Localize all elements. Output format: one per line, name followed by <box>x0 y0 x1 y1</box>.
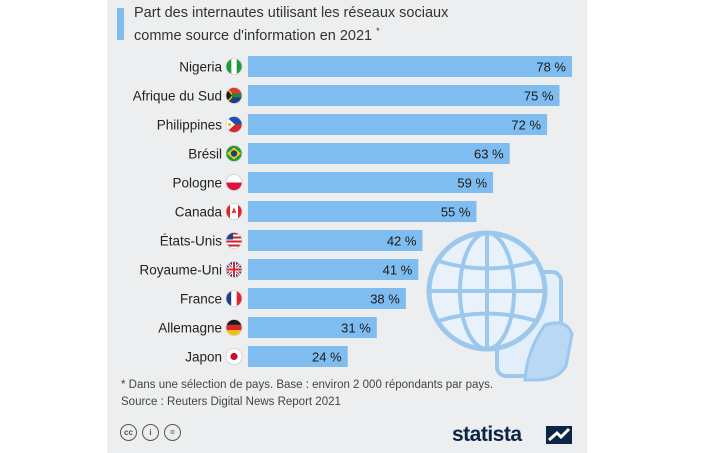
category-label: Allemagne <box>158 321 222 336</box>
creative-commons-icon[interactable]: cc <box>120 424 137 441</box>
bar-2 <box>248 114 548 135</box>
no-derivatives-icon[interactable]: = <box>164 424 181 441</box>
title-asterisk: * <box>376 26 380 36</box>
value-label: 78 % <box>536 60 566 75</box>
category-label: Japon <box>185 350 222 365</box>
value-label: 31 % <box>341 321 371 336</box>
flag-japan-icon <box>225 348 243 365</box>
value-label: 41 % <box>383 263 413 278</box>
bar-1 <box>248 85 560 106</box>
flag-brazil-icon <box>225 145 243 162</box>
footnote: * Dans une sélection de pays. Base : env… <box>121 377 493 411</box>
bar-4 <box>248 172 494 193</box>
value-label: 42 % <box>387 234 417 249</box>
flag-usa-icon <box>225 232 243 249</box>
bar-9 <box>248 317 377 338</box>
statista-logo-icon <box>546 426 572 444</box>
category-label: France <box>180 292 222 307</box>
globe-parallel-top <box>437 259 537 271</box>
value-label: 55 % <box>441 205 471 220</box>
statista-logo[interactable]: statista <box>452 423 522 446</box>
title-line-1: Part des internautes utilisant les résea… <box>134 5 449 21</box>
bar-8 <box>248 288 406 309</box>
category-label: Canada <box>175 205 223 220</box>
value-label: 24 % <box>312 350 342 365</box>
category-label: États-Unis <box>160 234 223 249</box>
attribution-icon[interactable]: i <box>142 424 159 441</box>
title-line-2-text: comme source d'information en 2021 <box>134 27 373 44</box>
category-label: Brésil <box>188 147 222 162</box>
hand-icon <box>523 321 574 382</box>
bars-group: 78 % Nigeria 75 % Afrique du Sud 72 % Philipp… <box>133 56 572 367</box>
value-label: 63 % <box>474 147 504 162</box>
flag-south-africa-icon <box>225 87 243 104</box>
bar-5 <box>248 201 477 222</box>
category-label: Afrique du Sud <box>133 89 222 104</box>
license-icons: cc i = <box>120 424 181 441</box>
value-label: 38 % <box>370 292 400 307</box>
bar-3 <box>248 143 510 164</box>
value-label: 72 % <box>511 118 541 133</box>
bar-10 <box>248 346 348 367</box>
category-label: Nigeria <box>179 60 222 75</box>
bar-7 <box>248 259 419 280</box>
value-label: 59 % <box>457 176 487 191</box>
flag-poland-icon <box>225 174 243 191</box>
category-label: Philippines <box>157 118 223 133</box>
title-line-2: comme source d'information en 2021 * <box>134 22 574 45</box>
flag-philippines-icon <box>225 116 243 133</box>
globe-parallel-bottom <box>437 311 537 323</box>
title-accent-bar <box>117 8 124 40</box>
flag-nigeria-icon <box>225 58 243 75</box>
flag-canada-icon <box>225 203 243 220</box>
category-label: Pologne <box>172 176 222 191</box>
category-label: Royaume-Uni <box>139 263 222 278</box>
value-label: 75 % <box>524 89 554 104</box>
bar-6 <box>248 230 423 251</box>
footnote-line-1: * Dans une sélection de pays. Base : env… <box>121 379 494 391</box>
flag-germany-icon <box>225 319 243 336</box>
globe-phone-illustration <box>426 230 574 382</box>
flag-france-icon <box>225 290 243 307</box>
bar-0 <box>248 56 572 77</box>
chart-title: Part des internautes utilisant les résea… <box>134 4 574 45</box>
footnote-line-2: Source : Reuters Digital News Report 202… <box>121 396 341 408</box>
flag-uk-icon <box>225 261 243 278</box>
